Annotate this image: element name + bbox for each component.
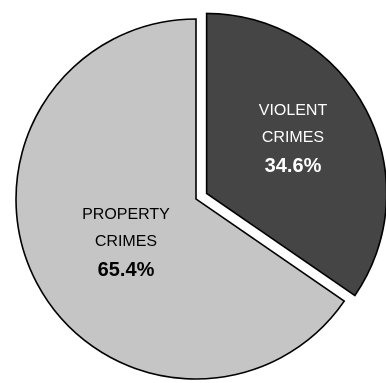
slice-label-violent-line2: CRIMES [262, 129, 324, 146]
slice-value-violent: 34.6% [265, 155, 322, 177]
slice-label-property-line1: PROPERTY [82, 206, 170, 223]
slice-label-violent-line1: VIOLENT [259, 102, 328, 119]
pie-slice-violent-crimes [205, 12, 386, 297]
slice-label-property-line2: CRIMES [95, 233, 157, 250]
slice-value-property: 65.4% [98, 259, 155, 281]
pie-slice-property-crimes [15, 18, 346, 380]
